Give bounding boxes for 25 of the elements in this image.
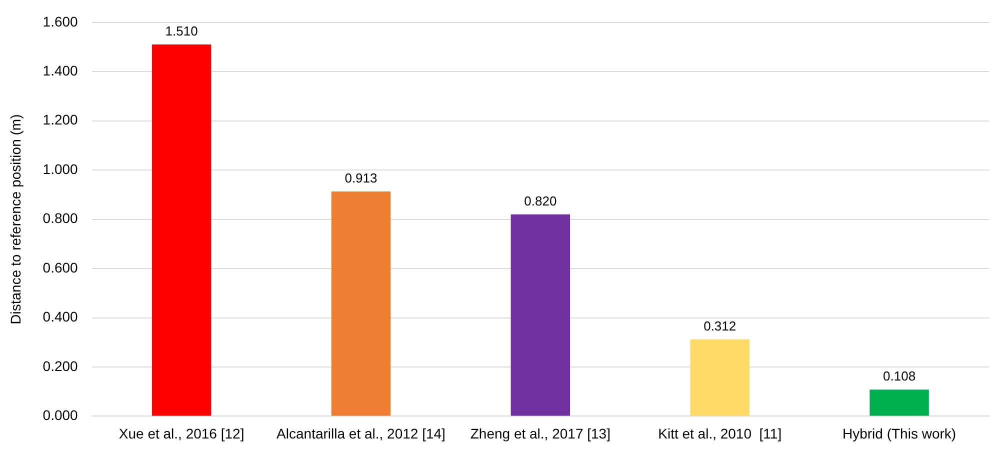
data-label: 0.913 [344,170,378,186]
bar [690,339,750,416]
x-tick-label: Zheng et al., 2017 [13] [470,425,610,442]
y-tick-label: 1.600 [42,13,78,30]
bar [331,191,391,416]
y-tick-label: 1.000 [42,160,78,177]
x-tick-label: Kitt et al., 2010 [11] [658,425,782,442]
y-tick-label: 1.200 [42,112,78,128]
data-label: 0.820 [524,193,557,208]
bar [510,214,570,416]
y-tick-label: 0.400 [42,308,78,325]
data-label: 1.510 [165,24,198,39]
y-tick-label: 0.200 [42,358,78,374]
bar [152,44,212,416]
y-tick-label: 1.400 [42,62,78,78]
data-label: 0.108 [883,368,916,384]
y-axis-title: Distance to reference position (m) [7,114,24,324]
y-tick-label: 0.800 [42,210,78,226]
bar [870,390,929,416]
y-tick-label: 0.600 [42,259,78,276]
data-label: 0.312 [704,318,736,334]
x-tick-label: Alcantarilla et al., 2012 [14] [276,425,446,442]
y-tick-label: 0.000 [42,407,78,424]
x-tick-label: Hybrid (This work) [842,425,956,442]
x-tick-label: Xue et al., 2016 [12] [118,425,244,442]
